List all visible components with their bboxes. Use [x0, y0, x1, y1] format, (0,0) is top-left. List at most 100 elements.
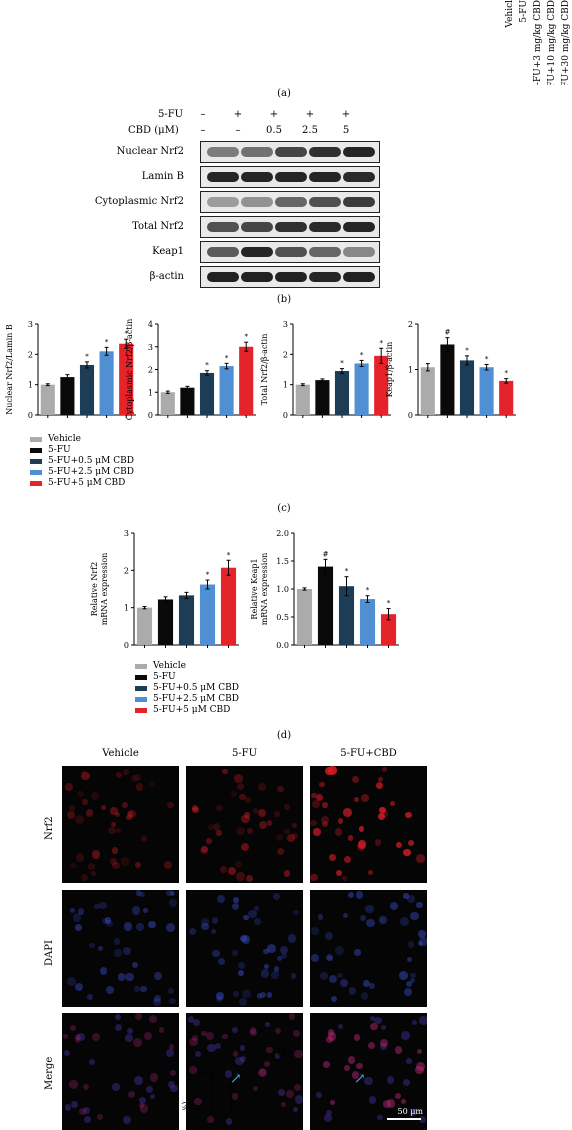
- cell-spot: [206, 1115, 215, 1124]
- micro-col-title-vehicle: Vehicle: [102, 748, 139, 759]
- bar: [40, 384, 55, 415]
- legend-label: 5-FU+0.5 μM CBD: [153, 683, 239, 693]
- scale-bar: [387, 1118, 421, 1120]
- bar: [136, 607, 153, 645]
- significance-mark: *: [225, 354, 229, 362]
- cell-spot: [130, 775, 138, 783]
- cell-spot: [330, 995, 337, 1002]
- cell-spot: [335, 946, 345, 955]
- cell-spot: [192, 1035, 198, 1041]
- wb-band: [241, 247, 273, 257]
- cell-spot: [322, 802, 328, 808]
- wb-header-value: –: [200, 109, 206, 120]
- cell-spot: [249, 1029, 257, 1037]
- cell-spot: [76, 1032, 85, 1042]
- wb-row: Nuclear Nrf2: [0, 141, 572, 163]
- cell-spot: [122, 802, 128, 808]
- cell-spot: [169, 890, 176, 896]
- cell-spot: [168, 1044, 175, 1050]
- bar: [315, 380, 330, 415]
- legend-swatch: [135, 663, 147, 669]
- cell-spot: [89, 943, 95, 949]
- wb-row-label: Total Nrf2: [132, 221, 184, 232]
- bar: [440, 344, 455, 415]
- cell-spot: [312, 800, 320, 808]
- y-tick-label: 1: [28, 381, 33, 390]
- cell-spot: [389, 801, 395, 807]
- legend-label: 5-FU+2.5 μM CBD: [153, 694, 239, 704]
- y-tick-label: 1: [283, 381, 288, 390]
- cell-spot: [217, 958, 226, 966]
- y-axis-label: Total Nrf2/β-actin: [260, 334, 269, 406]
- cell-spot: [288, 1013, 296, 1020]
- significance-mark: *: [387, 600, 391, 608]
- cell-spot: [410, 972, 416, 979]
- y-tick-label: 4: [148, 320, 153, 329]
- wb-band: [275, 147, 307, 157]
- bar: [334, 371, 350, 415]
- cell-spot: [248, 910, 257, 919]
- cell-spot: [360, 915, 367, 922]
- cell-spot: [264, 964, 270, 970]
- cell-spot: [149, 1014, 158, 1023]
- cell-spot: [219, 865, 227, 874]
- cell-spot: [357, 839, 367, 849]
- cell-spot: [111, 847, 118, 854]
- wb-band: [275, 247, 307, 257]
- cell-spot: [258, 820, 268, 830]
- cell-spot: [320, 971, 328, 980]
- y-tick-label: 0: [408, 411, 413, 420]
- cell-spot: [105, 986, 114, 995]
- y-tick-label: 2: [124, 566, 129, 575]
- wb-header-value: +: [269, 109, 279, 120]
- cell-spot: [231, 1092, 239, 1100]
- legend-label: Vehicle: [48, 434, 81, 444]
- cell-spot: [277, 785, 284, 792]
- cell-spot: [368, 1042, 376, 1050]
- cell-spot: [71, 1101, 78, 1108]
- y-tick-label: 0: [28, 411, 33, 420]
- wb-header-value: +: [341, 109, 351, 120]
- cell-spot: [133, 1037, 143, 1047]
- cell-spot: [291, 833, 299, 840]
- bar: [219, 366, 234, 415]
- cell-spot: [266, 992, 272, 998]
- cell-spot: [232, 902, 240, 910]
- cell-spot: [342, 875, 348, 881]
- cell-spot: [122, 768, 130, 775]
- wb-row-label: Nuclear Nrf2: [116, 146, 184, 157]
- cell-spot: [375, 781, 384, 790]
- cell-spot: [66, 976, 76, 986]
- chart-d1: 0 1 2 3 Relative Nrf2mRNA expression * *: [90, 529, 239, 650]
- cell-spot: [193, 1019, 200, 1026]
- y-tick-label: 2.0: [276, 529, 289, 538]
- significance-mark: *: [366, 587, 370, 595]
- cell-spot: [64, 1104, 71, 1111]
- cell-spot: [351, 775, 359, 784]
- wb-header-cbd-label: CBD (μM): [128, 125, 179, 136]
- cell-spot: [168, 899, 178, 908]
- legend-item: 5-FU+0.5 μM CBD: [135, 683, 239, 693]
- cell-spot: [113, 948, 122, 957]
- cell-spot: [113, 938, 121, 945]
- cell-spot: [64, 1050, 70, 1056]
- cell-spot: [327, 955, 333, 962]
- significance-mark: *: [379, 339, 383, 347]
- cell-spot: [146, 1085, 154, 1093]
- cell-spot: [62, 1034, 68, 1040]
- cell-spot: [134, 986, 141, 992]
- cell-spot: [400, 1098, 406, 1104]
- legend-swatch: [30, 458, 42, 464]
- cell-spot: [263, 948, 269, 955]
- significance-mark: *: [85, 353, 89, 361]
- wb-band: [309, 172, 341, 182]
- wb-band: [309, 247, 341, 257]
- wb-band: [207, 222, 239, 232]
- cell-spot: [115, 1024, 123, 1032]
- cell-spot: [195, 1051, 202, 1057]
- cell-spot: [313, 828, 322, 836]
- wb-band: [275, 172, 307, 182]
- bar: [119, 343, 134, 415]
- cell-spot: [127, 1090, 135, 1099]
